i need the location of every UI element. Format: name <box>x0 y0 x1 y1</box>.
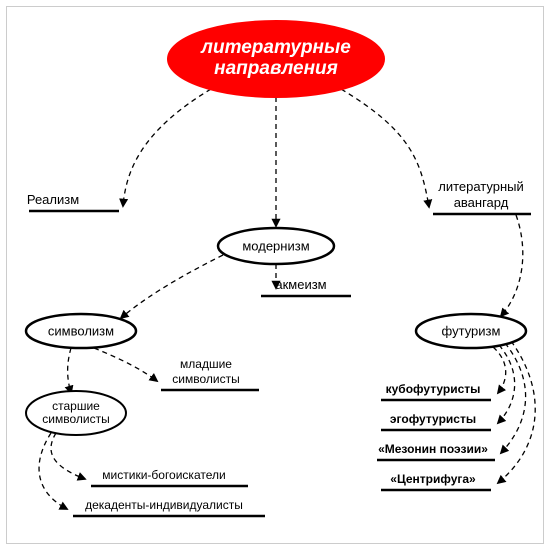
leaf-label-avantgarde: литературныйавангард <box>438 179 524 210</box>
root-label: литературныенаправления <box>200 37 351 79</box>
leaf-label-realism: Реализм <box>27 192 79 207</box>
leaf-label-mystics: мистики-богоискатели <box>102 468 225 482</box>
node-label-senior-symbolists: старшиесимволисты <box>42 399 109 426</box>
node-label-symbolism: символизм <box>48 324 114 339</box>
edge <box>68 348 71 393</box>
edge <box>498 345 515 423</box>
edge <box>39 433 67 509</box>
edge <box>123 89 211 206</box>
diagram-canvas: литературныенаправления модернизм символиз… <box>7 7 543 543</box>
edge <box>341 89 429 207</box>
edge <box>501 215 523 316</box>
leaf-label-egofuturists: эгофутуристы <box>390 412 476 426</box>
edge <box>51 433 85 479</box>
leaf-label-cubofuturists: кубофутуристы <box>386 382 481 396</box>
leaf-label-decadents: декаденты-индивидуалисты <box>85 498 243 512</box>
leaf-label-mezonin: «Мезонин поэзии» <box>378 442 488 456</box>
leaf-label-junior-symbolists: младшиесимволисты <box>172 357 239 386</box>
node-label-futurism: футуризм <box>442 324 501 339</box>
edge <box>94 348 157 381</box>
edge <box>493 347 506 393</box>
edge <box>121 255 223 318</box>
leaf-label-acmeism: акмеизм <box>275 277 326 292</box>
node-label-modernism: модернизм <box>242 239 309 254</box>
diagram-frame: литературныенаправления модернизм символиз… <box>6 6 544 544</box>
leaf-label-centrifuge: «Центрифуга» <box>390 472 476 486</box>
